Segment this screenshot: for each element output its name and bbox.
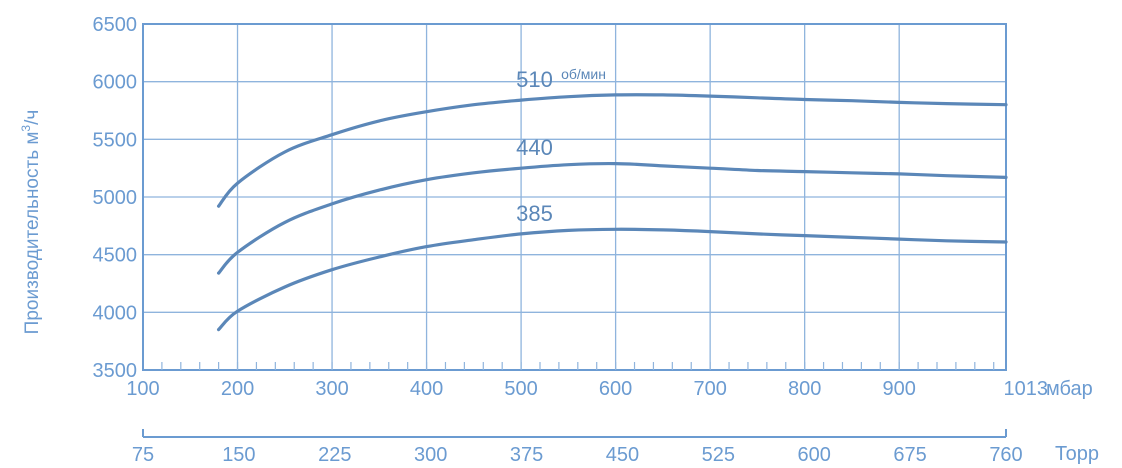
torr-tick-label: 600 (798, 444, 831, 466)
y-tick-label: 3500 (93, 360, 138, 382)
torr-tick-label: 225 (318, 444, 351, 466)
x-tick-label: 800 (788, 378, 821, 400)
y-tick-label: 6500 (93, 14, 138, 36)
x-axis-unit-torr: Торр (1055, 443, 1099, 465)
series-unit-510: об/мин (561, 66, 606, 82)
minor-ticks (161, 362, 995, 370)
y-tick-label: 5000 (93, 187, 138, 209)
x-axis-torr: 75 150 225 300 375 450 525 600 675 760 (132, 429, 1023, 466)
series-line-385 (217, 227, 1008, 332)
grid (143, 24, 1006, 370)
series-label-385: 385 (516, 201, 553, 226)
y-tick-label: 5500 (93, 129, 138, 151)
x-tick-label: 100 (126, 378, 159, 400)
series-lines (217, 93, 1008, 332)
series-label-510: 510 (516, 67, 553, 92)
x-tick-label: 900 (883, 378, 916, 400)
y-axis-label: Производительность м3/ч (19, 110, 43, 335)
x-tick-label: 600 (599, 378, 632, 400)
plot-frame (142, 23, 1007, 371)
x-tick-label: 1013 (1004, 378, 1049, 400)
torr-tick-label: 525 (702, 444, 735, 466)
torr-tick-label: 300 (414, 444, 447, 466)
y-axis: 3500 4000 4500 5000 5500 6000 6500 (93, 14, 138, 382)
plot-border (142, 23, 1007, 371)
torr-tick-label: 150 (222, 444, 255, 466)
x-tick-label: 700 (693, 378, 726, 400)
y-tick-label: 4000 (93, 302, 138, 324)
torr-tick-label: 675 (893, 444, 926, 466)
x-axis-unit-mbar: мбар (1046, 378, 1093, 400)
x-tick-label: 500 (504, 378, 537, 400)
x-tick-label: 300 (315, 378, 348, 400)
series-labels: 510 об/мин 440 385 (516, 66, 606, 226)
series-label-440: 440 (516, 135, 553, 160)
series-line-510 (217, 93, 1008, 208)
y-tick-label: 6000 (93, 72, 138, 94)
series-line-440 (217, 161, 1008, 275)
x-tick-label: 400 (410, 378, 443, 400)
x-axis-mbar: 100 200 300 400 500 600 700 800 900 1013 (126, 378, 1048, 400)
torr-tick-label: 375 (510, 444, 543, 466)
torr-tick-label: 75 (132, 444, 154, 466)
torr-tick-label: 450 (606, 444, 639, 466)
x-tick-label: 200 (221, 378, 254, 400)
torr-tick-label: 760 (989, 444, 1022, 466)
y-tick-label: 4500 (93, 245, 138, 267)
